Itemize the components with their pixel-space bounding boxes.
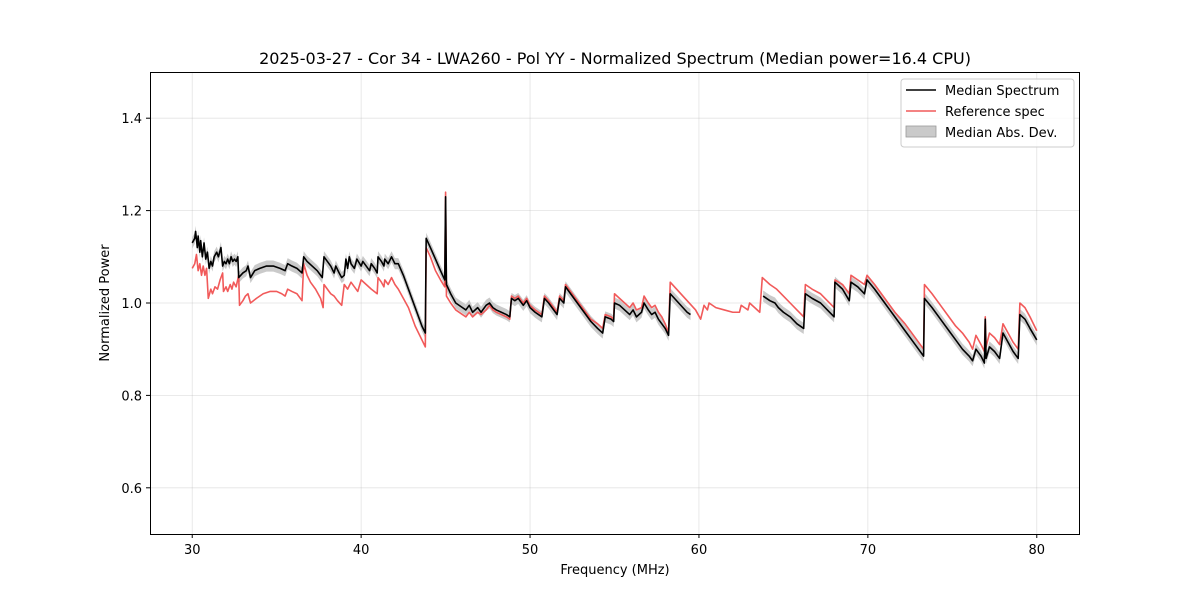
median-spectrum-series <box>191 195 1038 364</box>
x-tick-label: 80 <box>1028 543 1045 558</box>
plot-frame <box>150 72 1080 535</box>
y-tick-label: 0.8 <box>121 389 142 404</box>
y-axis-ticks: 0.6 0.8 1.0 1.2 1.4 <box>121 112 150 497</box>
x-axis-ticks: 30 40 50 60 70 80 <box>184 534 1045 558</box>
y-axis-label: Normalized Power <box>98 244 113 362</box>
x-tick-label: 70 <box>860 543 877 558</box>
mad-band-segment <box>763 274 1037 369</box>
legend: Median Spectrum Reference spec Median Ab… <box>900 78 1075 148</box>
x-tick-label: 60 <box>691 543 708 558</box>
legend-reference-label: Reference spec <box>945 105 1045 120</box>
x-axis-label: Frequency (MHz) <box>560 563 669 578</box>
legend-mad-swatch <box>905 125 937 138</box>
legend-mad-label: Median Abs. Dev. <box>945 126 1057 141</box>
legend-median-label: Median Spectrum <box>945 84 1059 99</box>
x-tick-label: 40 <box>353 543 370 558</box>
median-spectrum-line <box>762 279 1038 364</box>
chart-title: 2025-03-27 - Cor 34 - LWA260 - Pol YY - … <box>259 49 971 68</box>
x-tick-label: 50 <box>522 543 539 558</box>
median-spectrum-line <box>191 195 691 337</box>
x-tick-label: 30 <box>184 543 201 558</box>
y-tick-label: 1.2 <box>121 205 142 220</box>
y-tick-label: 0.6 <box>121 482 142 497</box>
y-tick-label: 1.4 <box>121 112 142 127</box>
y-tick-label: 1.0 <box>121 297 142 312</box>
legend-box <box>900 78 1075 148</box>
